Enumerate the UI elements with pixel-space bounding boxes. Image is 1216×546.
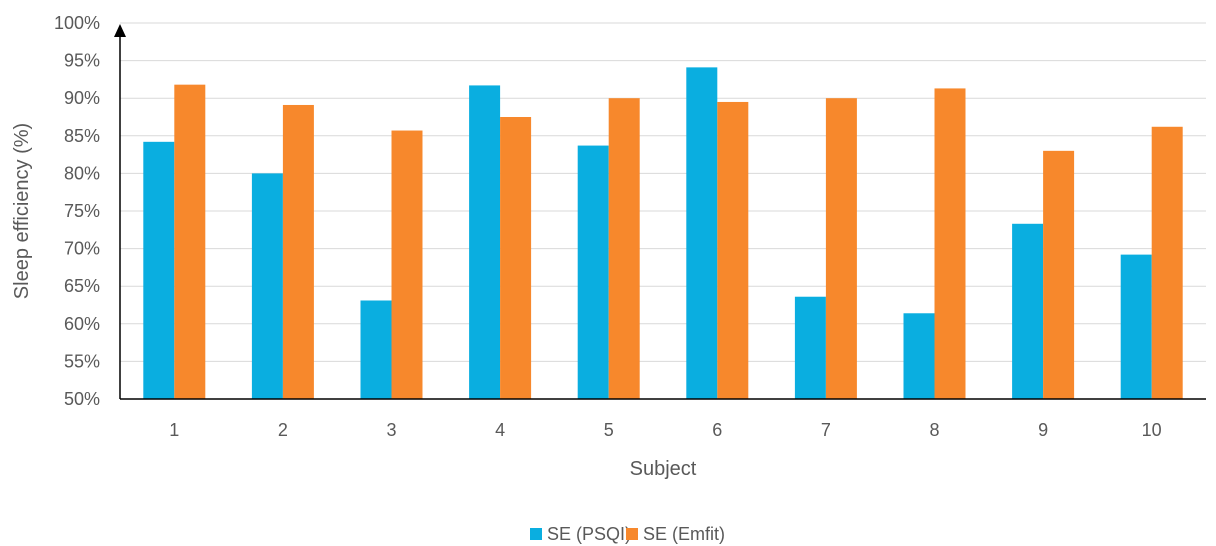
x-tick-label: 6 xyxy=(712,420,722,440)
legend-label: SE (PSQI) xyxy=(547,524,631,544)
x-axis-title: Subject xyxy=(630,458,697,480)
y-tick-label: 55% xyxy=(64,351,100,371)
bar-psqi xyxy=(1012,223,1044,399)
x-tick-label: 5 xyxy=(604,420,614,440)
legend-swatch xyxy=(530,528,542,540)
x-tick-label: 9 xyxy=(1038,420,1048,440)
x-tick-label: 1 xyxy=(169,420,179,440)
bar-emfit xyxy=(174,84,206,399)
x-tick-labels: 1 2 3 4 5 6 7 8 9 10 xyxy=(169,420,1161,440)
legend-label: SE (Emfit) xyxy=(643,524,725,544)
y-tick-labels: 50% 55% 60% 65% 70% 75% 80% 85% 90% 95% 100% xyxy=(54,13,100,409)
x-tick-label: 7 xyxy=(821,420,831,440)
bar-psqi xyxy=(686,67,718,400)
y-tick-label: 100% xyxy=(54,13,100,33)
x-tick-label: 8 xyxy=(929,420,939,440)
y-tick-label: 60% xyxy=(64,314,100,334)
bar-emfit xyxy=(934,88,966,399)
bar-emfit xyxy=(717,101,749,400)
bar-psqi xyxy=(1120,254,1152,399)
bar-emfit xyxy=(282,104,314,399)
bar-emfit xyxy=(825,98,857,399)
bar-psqi xyxy=(251,173,283,399)
y-axis-title: Sleep efficiency (%) xyxy=(11,123,33,299)
bar-emfit xyxy=(391,130,423,399)
legend-swatch xyxy=(626,528,638,540)
y-tick-label: 65% xyxy=(64,276,100,296)
bar-psqi xyxy=(577,145,609,399)
bar-psqi xyxy=(903,313,935,399)
bar-emfit xyxy=(608,98,640,399)
x-tick-label: 2 xyxy=(278,420,288,440)
bar-emfit xyxy=(1151,126,1183,399)
bars xyxy=(143,67,1183,400)
x-tick-label: 10 xyxy=(1142,420,1162,440)
y-tick-label: 90% xyxy=(64,88,100,108)
y-tick-label: 80% xyxy=(64,163,100,183)
bar-emfit xyxy=(1043,150,1075,399)
bar-emfit xyxy=(500,117,532,399)
bar-psqi xyxy=(794,296,826,399)
bar-psqi xyxy=(143,141,175,400)
y-tick-label: 85% xyxy=(64,126,100,146)
bar-psqi xyxy=(469,85,501,399)
y-tick-label: 70% xyxy=(64,239,100,259)
x-tick-label: 3 xyxy=(386,420,396,440)
y-tick-label: 75% xyxy=(64,201,100,221)
y-tick-label: 95% xyxy=(64,51,100,71)
y-tick-label: 50% xyxy=(64,389,100,409)
bar-psqi xyxy=(360,300,392,399)
y-axis-arrow-icon xyxy=(114,24,126,37)
x-tick-label: 4 xyxy=(495,420,505,440)
legend: SE (PSQI) SE (Emfit) xyxy=(530,524,725,544)
